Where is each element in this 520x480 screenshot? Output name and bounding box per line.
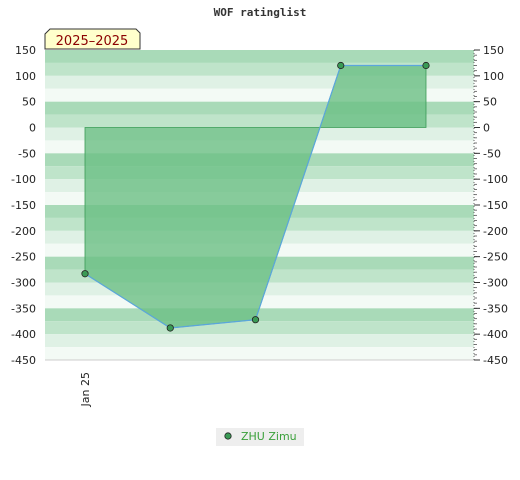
y-tick-label-left: -300 <box>11 277 36 290</box>
y-tick-label-right: 150 <box>483 44 504 57</box>
legend-box <box>216 428 304 446</box>
legend-series-label[interactable]: ZHU Zimu <box>241 430 297 443</box>
chart-title: WOF ratinglist <box>214 6 307 19</box>
y-tick-label-left: 100 <box>15 70 36 83</box>
y-tick-label-left: -100 <box>11 173 36 186</box>
background-band <box>45 308 474 322</box>
data-point <box>337 61 345 70</box>
y-tick-label-right: -150 <box>483 199 508 212</box>
y-tick-label-left: -350 <box>11 302 36 315</box>
y-tick-label-left: -400 <box>11 328 36 341</box>
y-tick-label-left: -50 <box>18 147 36 160</box>
y-tick-label-left: 50 <box>22 96 36 109</box>
y-tick-label-right: -100 <box>483 173 508 186</box>
background-band <box>45 50 474 63</box>
data-points <box>81 61 430 332</box>
y-tick-label-left: -250 <box>11 251 36 264</box>
data-point <box>166 324 174 332</box>
background-band <box>45 347 474 360</box>
data-point <box>81 270 89 278</box>
background-band <box>45 334 474 348</box>
period-badge: 2025–2025 <box>44 28 141 50</box>
period-label: 2025–2025 <box>56 34 129 49</box>
axes: 150 150 100 100 50 50 0 0 -50 -50 -100 -100 -150 -150… <box>11 44 508 407</box>
y-tick-label-right: -450 <box>483 354 508 367</box>
y-tick-label-right: -350 <box>483 302 508 315</box>
y-tick-label-right: 50 <box>483 96 497 109</box>
y-tick-label-right: -250 <box>483 251 508 264</box>
legend[interactable]: ZHU Zimu <box>216 428 304 446</box>
y-tick-label-right: -400 <box>483 328 508 341</box>
legend-marker <box>224 432 232 440</box>
y-tick-label-left: -200 <box>11 225 36 238</box>
y-tick-label-right: -300 <box>483 277 508 290</box>
y-tick-label-right: 100 <box>483 70 504 83</box>
y-tick-label-right: -50 <box>483 147 501 160</box>
y-tick-label-right: 0 <box>483 122 490 135</box>
y-tick-label-left: 0 <box>29 122 36 135</box>
y-tick-label-right: -200 <box>483 225 508 238</box>
period-badge-box <box>44 28 141 50</box>
y-tick-label-left: -150 <box>11 199 36 212</box>
background-band <box>45 321 474 335</box>
x-tick-label: Jan 25 <box>79 372 92 407</box>
data-point <box>251 316 260 324</box>
y-tick-label-left: -450 <box>11 354 36 367</box>
y-tick-label-left: 150 <box>15 44 36 57</box>
data-point <box>422 61 430 70</box>
